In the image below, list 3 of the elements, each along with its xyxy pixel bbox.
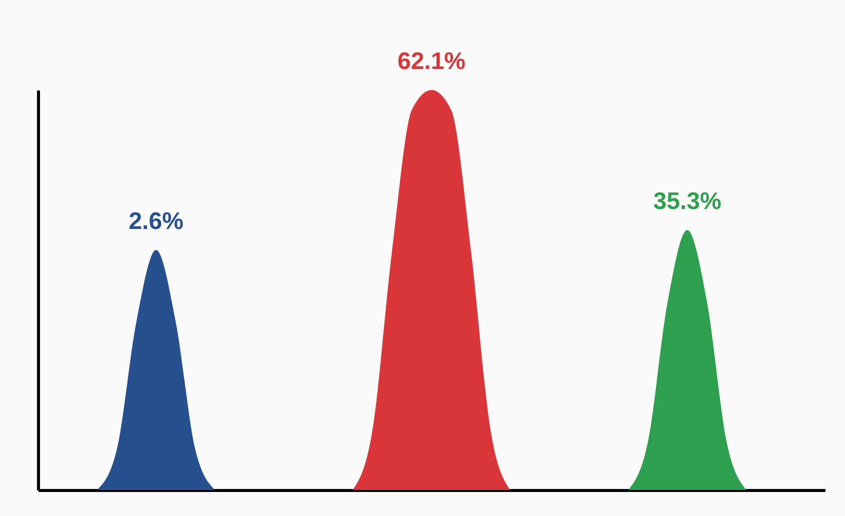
series-label: 35.3% — [653, 188, 722, 215]
series-label: 62.1% — [397, 48, 466, 75]
series-label: 2.6% — [128, 208, 184, 235]
